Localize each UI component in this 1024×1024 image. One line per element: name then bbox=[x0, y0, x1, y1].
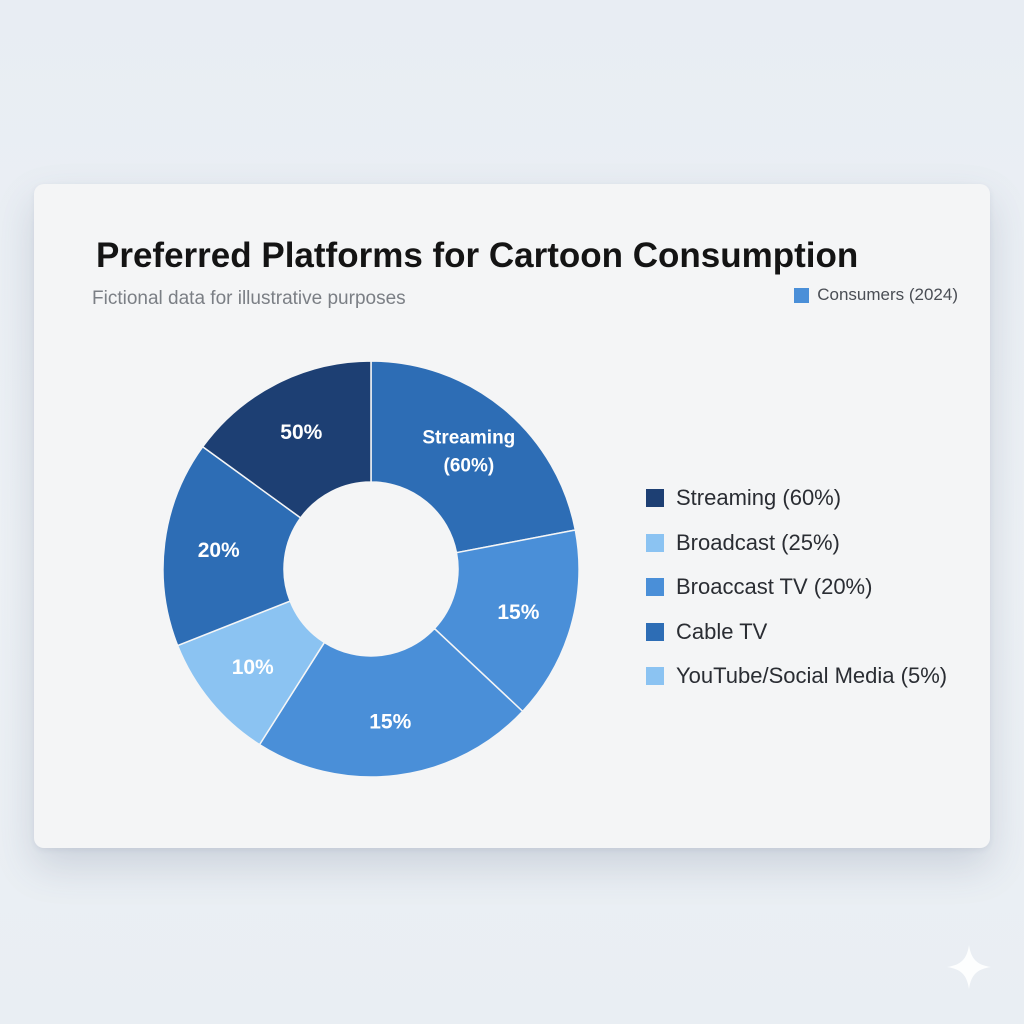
chart-subtitle: Fictional data for illustrative purposes bbox=[92, 288, 406, 309]
series-legend-label: Consumers (2024) bbox=[817, 285, 958, 304]
legend-item: Cable TV bbox=[646, 610, 947, 655]
legend-swatch bbox=[646, 622, 664, 641]
legend-item: Streaming (60%) bbox=[646, 476, 947, 521]
legend-item: YouTube/Social Media (5%) bbox=[646, 654, 947, 699]
legend-label: Cable TV bbox=[676, 618, 768, 644]
legend-swatch bbox=[646, 489, 664, 508]
slice-label: 10% bbox=[232, 656, 274, 679]
chart-legend: Streaming (60%) Broadcast (25%) Broaccast … bbox=[646, 476, 947, 699]
legend-label: Streaming (60%) bbox=[676, 485, 842, 511]
donut-slice bbox=[433, 529, 580, 713]
legend-label: Broaccast TV (20%) bbox=[676, 574, 873, 600]
sparkle-icon bbox=[947, 945, 991, 989]
legend-swatch bbox=[646, 578, 664, 597]
legend-swatch bbox=[646, 533, 664, 552]
series-legend-swatch bbox=[794, 287, 810, 303]
series-legend: Consumers (2024) bbox=[794, 285, 958, 305]
donut-slice bbox=[162, 445, 302, 647]
legend-label: Broadcast (25%) bbox=[676, 529, 840, 555]
donut-chart: Streaming (60%) 15% 15% 10% 20% 50% bbox=[162, 360, 580, 778]
donut-slice bbox=[258, 627, 524, 778]
legend-swatch bbox=[646, 667, 664, 686]
donut-slice bbox=[370, 360, 577, 554]
slice-label: 15% bbox=[497, 601, 539, 624]
slice-label: Streaming (60%) bbox=[422, 428, 515, 477]
chart-card: Preferred Platforms for Cartoon Consumpt… bbox=[34, 184, 990, 848]
chart-title: Preferred Platforms for Cartoon Consumpt… bbox=[96, 236, 859, 275]
slice-label: 20% bbox=[198, 539, 240, 562]
legend-label: YouTube/Social Media (5%) bbox=[676, 663, 948, 689]
legend-item: Broaccast TV (20%) bbox=[646, 565, 947, 610]
donut-slice bbox=[201, 360, 372, 519]
slice-label: 15% bbox=[369, 710, 411, 733]
slice-label: 50% bbox=[280, 421, 322, 444]
legend-item: Broadcast (25%) bbox=[646, 521, 947, 566]
